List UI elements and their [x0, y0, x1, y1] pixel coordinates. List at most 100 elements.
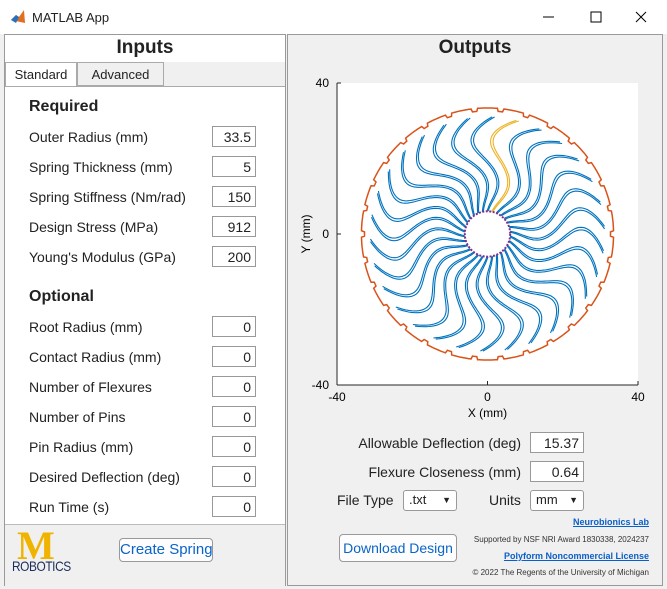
- dropdown-value: mm: [536, 492, 558, 507]
- field-label: Desired Deflection (deg): [29, 469, 180, 485]
- flexure: [369, 227, 466, 259]
- flexure: [485, 256, 522, 351]
- y-axis-label: Y (mm): [299, 214, 313, 253]
- flexure: [397, 249, 472, 314]
- section-heading: Required: [29, 98, 99, 115]
- window-controls: [543, 11, 647, 23]
- field-label: Root Radius (mm): [29, 319, 143, 335]
- field-input[interactable]: 0: [212, 406, 256, 427]
- flexure: [475, 256, 502, 352]
- result-value: 15.37: [530, 432, 584, 453]
- field-input[interactable]: 0: [212, 436, 256, 457]
- field-label: Young's Modulus (GPa): [29, 249, 176, 265]
- flexure: [496, 254, 543, 344]
- field-input[interactable]: 0: [212, 316, 256, 337]
- flexure: [508, 241, 598, 278]
- x-tick-label: 40: [631, 390, 645, 404]
- field-input[interactable]: 33.5: [212, 126, 256, 147]
- flexure: [373, 237, 466, 278]
- tab[interactable]: Standard: [5, 62, 77, 86]
- app-icon: [11, 10, 25, 23]
- flexure: [415, 136, 475, 217]
- section-heading: Optional: [29, 288, 94, 305]
- flexure: [370, 216, 466, 242]
- dropdown-value: .txt: [409, 492, 427, 507]
- flexure: [487, 256, 524, 350]
- y-tick-label: 40: [316, 76, 330, 90]
- flexure: [509, 207, 605, 239]
- flexure: [500, 140, 561, 216]
- flexure: [509, 190, 602, 231]
- flexure: [509, 229, 604, 254]
- x-axis-label: X (mm): [468, 406, 507, 420]
- create-button[interactable]: Create Spring: [119, 538, 213, 562]
- file-type-label: File Type: [337, 492, 394, 508]
- field-input[interactable]: 150: [212, 186, 256, 207]
- flexure: [371, 214, 466, 239]
- flexure: [503, 249, 573, 318]
- flexure: [434, 123, 480, 214]
- flexure: [492, 120, 519, 213]
- flexure: [508, 188, 601, 230]
- flexure: [506, 245, 586, 299]
- panel-title: Inputs: [116, 37, 174, 58]
- units-dropdown[interactable]: mm ▼: [530, 490, 584, 511]
- flexure: [458, 256, 485, 349]
- flexure: [507, 172, 593, 224]
- field-input[interactable]: 0: [212, 496, 256, 517]
- flexure: [417, 134, 476, 216]
- flexure: [451, 118, 488, 212]
- window-title: MATLAB App: [32, 10, 110, 25]
- flexure: [504, 248, 574, 316]
- download-button[interactable]: Download Design: [339, 534, 457, 562]
- field-input[interactable]: 0: [212, 466, 256, 487]
- field-input[interactable]: 0: [212, 346, 256, 367]
- field-label: Design Stress (MPa): [29, 219, 159, 235]
- flexure: [508, 240, 599, 275]
- field-input[interactable]: 5: [212, 156, 256, 177]
- flexure: [506, 170, 592, 223]
- field-input[interactable]: 912: [212, 216, 256, 237]
- flexure: [377, 190, 467, 227]
- flexure: [382, 244, 468, 296]
- flexure: [496, 129, 542, 214]
- flexure: [509, 226, 605, 252]
- flexure: [387, 171, 469, 224]
- hub: [463, 210, 512, 258]
- tab[interactable]: Advanced: [77, 62, 164, 86]
- logo-letter: M: [17, 523, 55, 568]
- flexure: [402, 150, 472, 219]
- flexure: [401, 152, 471, 220]
- field-label: Outer Radius (mm): [29, 129, 149, 145]
- maximize[interactable]: [590, 11, 602, 23]
- support-text: Supported by NSF NRI Award 1830338, 2024…: [473, 535, 649, 544]
- field-label: Pin Radius (mm): [29, 439, 134, 455]
- field-label: Spring Stiffness (Nm/rad): [29, 189, 186, 205]
- flexure: [414, 252, 475, 328]
- field-label: Run Time (s): [29, 499, 110, 515]
- y-tick-label: 0: [322, 227, 329, 241]
- license-link[interactable]: Polyform Noncommercial License: [503, 551, 649, 561]
- flexure: [504, 156, 580, 220]
- flexure: [506, 244, 588, 297]
- flexure: [453, 117, 490, 212]
- field-input[interactable]: 200: [212, 246, 256, 267]
- result-value: 0.64: [530, 461, 584, 482]
- lab-link[interactable]: Neurobionics Lab: [572, 517, 649, 527]
- field-label: Number of Pins: [29, 409, 126, 425]
- outer-ring: [360, 107, 615, 361]
- close[interactable]: [635, 11, 647, 23]
- flexure: [470, 116, 498, 212]
- field-label: Number of Flexures: [29, 379, 152, 395]
- panel-title: Outputs: [438, 37, 512, 58]
- result-label: Flexure Closeness (mm): [368, 464, 521, 480]
- file-type-dropdown[interactable]: .txt ▼: [403, 490, 457, 511]
- flexure: [490, 119, 517, 212]
- field-input[interactable]: 0: [212, 376, 256, 397]
- field-label: Contact Radius (mm): [29, 349, 162, 365]
- flexure: [370, 229, 466, 261]
- field-label: Spring Thickness (mm): [29, 159, 173, 175]
- units-label: Units: [489, 492, 521, 508]
- flexure: [383, 245, 469, 298]
